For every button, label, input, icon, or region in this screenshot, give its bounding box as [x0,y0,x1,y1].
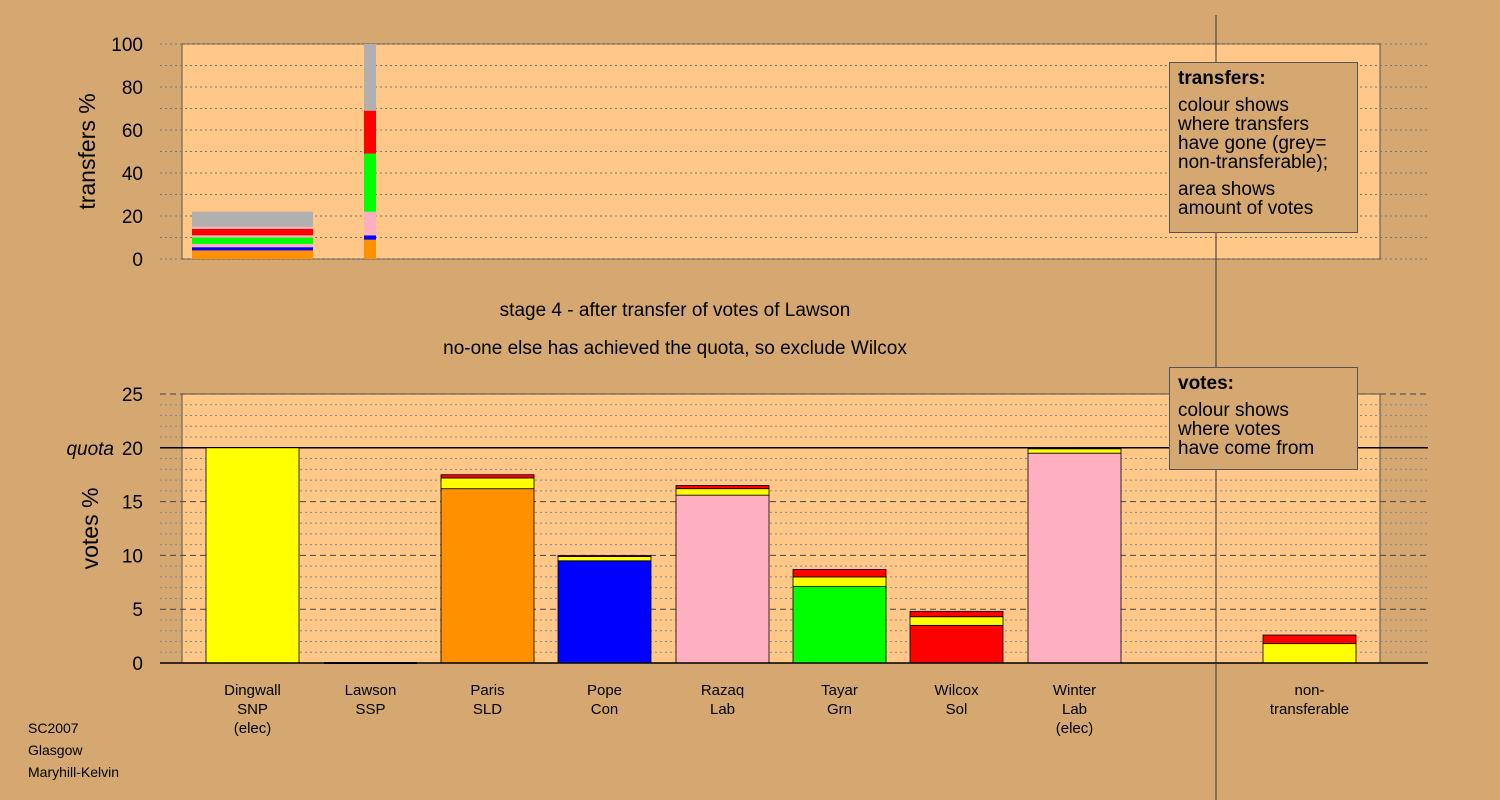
transfer-segment [192,235,313,238]
vote-segment [675,488,770,496]
transfer-segment [364,239,376,259]
vote-segment [557,556,652,562]
transfer-segment [364,153,376,212]
y-axis-title: transfers % [74,93,100,209]
category-label: Winter [1053,682,1096,699]
vote-segment [440,477,535,490]
category-label: Lawson [345,682,397,699]
transfers-legend-colour-text: colour shows where transfers have gone (… [1178,95,1328,173]
vote-segment [1262,634,1357,645]
votes-legend: votes: colour shows where votes have com… [1169,367,1358,470]
category-label: Tayar [821,682,858,699]
vote-segment [557,555,652,557]
y-tick-label: 80 [122,78,143,99]
category-label: Con [591,701,619,718]
y-tick-label: 0 [132,250,143,271]
vote-segment [675,485,770,490]
vote-segment [792,568,887,578]
stage-description: stage 4 - after transfer of votes of Law… [499,300,851,321]
transfer-segment [192,211,313,227]
footer-region: Glasgow [28,742,83,758]
vote-segment [1027,448,1122,454]
quota-label: quota [66,439,114,460]
category-label: Dingwall [224,682,281,699]
category-label: Wilcox [934,682,979,699]
category-label: Pope [587,682,622,699]
votes-plot: 0 5 10 15 20 25 quota votes % Dingwall SNP (elec) L… [66,385,1428,737]
transfer-segment [364,110,376,154]
transfer-segment [192,237,313,244]
vote-segment [792,586,887,664]
category-label: Sol [946,701,968,718]
vote-segment [909,616,1004,626]
footer-constituency: Maryhill-Kelvin [28,764,120,780]
vote-segment [909,624,1004,664]
votes-legend-title: votes: [1178,373,1234,394]
category-label: SSP [355,701,385,718]
transfers-legend-area-text: area shows amount of votes [1178,179,1314,219]
category-label: SNP [237,701,268,718]
y-tick-label: 10 [122,546,143,567]
vote-segment [205,447,300,664]
category-label: Lab [710,701,735,718]
transfer-segment [192,247,313,251]
vote-segment [1027,452,1122,664]
category-label: transferable [1270,701,1349,718]
y-tick-label: 100 [111,35,143,56]
category-label: SLD [473,701,502,718]
vote-segment [440,474,535,479]
vote-segment [675,494,770,664]
y-tick-label: 20 [122,439,143,460]
vote-segment [909,610,1004,618]
vote-segment [792,576,887,588]
y-tick-label: 15 [122,493,143,514]
vote-segment [1262,643,1357,664]
y-tick-label: 5 [132,600,143,621]
category-label: (elec) [234,720,272,737]
transfers-legend-title: transfers: [1178,68,1266,89]
transfers-legend: transfers: colour shows where transfers … [1169,62,1358,233]
category-label: Razaq [701,682,744,699]
y-tick-label: 20 [122,207,143,228]
transfer-segment [192,250,313,259]
stage-action: no-one else has achieved the quota, so e… [443,338,907,359]
vote-segment [440,488,535,664]
transfer-segment [192,243,313,248]
y-tick-label: 0 [132,654,143,675]
category-label: non- [1294,682,1324,699]
transfer-segment [192,226,313,229]
y-tick-label: 60 [122,121,143,142]
category-label: Lab [1062,701,1087,718]
footer-election: SC2007 [28,720,79,736]
transfer-segment [364,211,376,236]
y-tick-label: 25 [122,385,143,406]
votes-legend-text: colour shows where votes have come from [1178,400,1315,459]
transfer-segment [364,44,376,111]
category-label: Grn [827,701,852,718]
vote-segment [557,560,652,664]
category-label: (elec) [1056,720,1094,737]
y-axis-title: votes % [77,488,103,570]
transfer-segment [192,228,313,236]
y-tick-label: 40 [122,164,143,185]
category-label: Paris [470,682,504,699]
transfer-segment [364,235,376,240]
